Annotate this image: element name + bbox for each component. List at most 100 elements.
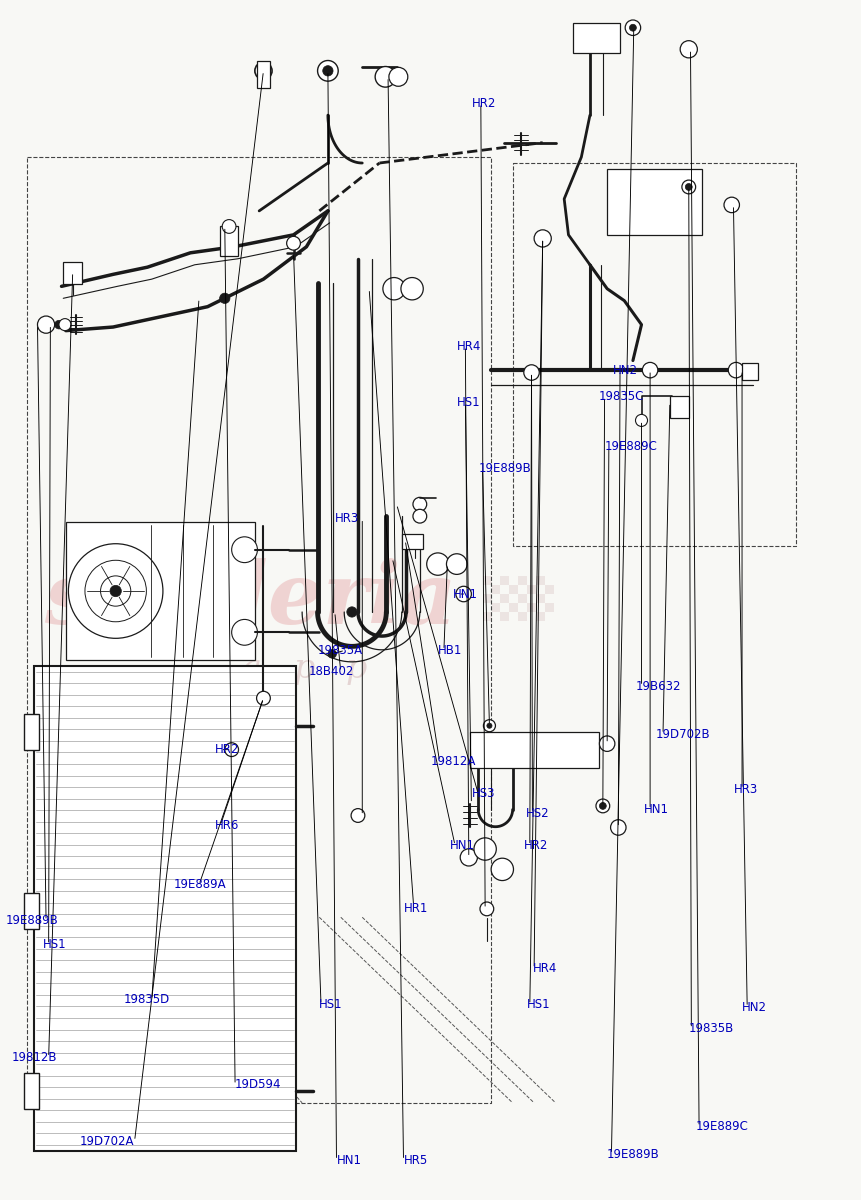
Bar — [517, 576, 527, 586]
Circle shape — [85, 560, 146, 622]
Circle shape — [101, 576, 131, 606]
Circle shape — [610, 820, 625, 835]
Text: 19812B: 19812B — [12, 1051, 57, 1064]
Text: HS3: HS3 — [472, 787, 495, 800]
Text: HS1: HS1 — [319, 998, 343, 1012]
Circle shape — [257, 691, 270, 706]
Text: HR3: HR3 — [733, 782, 757, 796]
Circle shape — [388, 67, 407, 86]
Text: HS1: HS1 — [42, 938, 66, 952]
Text: 19E889B: 19E889B — [606, 1148, 660, 1160]
Text: HR2: HR2 — [214, 743, 238, 756]
Text: 19E889A: 19E889A — [173, 878, 226, 892]
Bar — [63, 263, 82, 284]
Text: HB1: HB1 — [437, 643, 461, 656]
Text: HN1: HN1 — [452, 588, 477, 600]
Circle shape — [400, 277, 423, 300]
Circle shape — [375, 66, 395, 88]
Circle shape — [110, 586, 121, 596]
Text: HS2: HS2 — [525, 806, 548, 820]
Circle shape — [382, 277, 405, 300]
Bar — [509, 586, 517, 594]
Circle shape — [232, 536, 257, 563]
Circle shape — [474, 838, 496, 860]
Text: 18B402: 18B402 — [308, 665, 354, 678]
Circle shape — [728, 362, 743, 378]
Text: 19835D: 19835D — [123, 994, 170, 1007]
Circle shape — [595, 799, 609, 812]
Bar — [509, 602, 517, 612]
Text: p: p — [344, 653, 366, 685]
Text: 19E889C: 19E889C — [695, 1121, 747, 1133]
Bar — [545, 602, 554, 612]
Text: HN2: HN2 — [612, 364, 637, 377]
Bar — [482, 594, 491, 602]
Circle shape — [220, 293, 230, 304]
Bar — [572, 23, 619, 53]
Bar — [536, 576, 545, 586]
Bar — [65, 522, 255, 660]
Circle shape — [446, 553, 467, 575]
Circle shape — [255, 62, 272, 79]
Circle shape — [684, 184, 691, 191]
Circle shape — [222, 220, 236, 233]
Bar — [500, 612, 509, 620]
Bar — [606, 169, 701, 235]
Circle shape — [635, 414, 647, 426]
Circle shape — [412, 509, 426, 523]
Bar — [24, 714, 39, 750]
Text: 19B632: 19B632 — [635, 679, 680, 692]
Bar — [220, 227, 238, 257]
Text: 19835A: 19835A — [317, 643, 362, 656]
Bar — [491, 602, 500, 612]
Bar — [469, 732, 598, 768]
Circle shape — [327, 649, 336, 658]
Circle shape — [629, 24, 635, 31]
Circle shape — [317, 60, 338, 82]
Text: HR4: HR4 — [532, 962, 556, 976]
Circle shape — [54, 320, 63, 329]
Text: HR1: HR1 — [403, 902, 427, 916]
Bar — [491, 586, 500, 594]
Text: HR6: HR6 — [214, 818, 238, 832]
Bar — [482, 612, 491, 620]
Text: 19D702B: 19D702B — [655, 727, 710, 740]
Text: HR2: HR2 — [472, 97, 496, 109]
Circle shape — [534, 230, 551, 247]
Bar — [669, 396, 688, 418]
Circle shape — [59, 319, 71, 331]
Circle shape — [346, 607, 356, 617]
Circle shape — [232, 619, 257, 646]
Circle shape — [598, 803, 605, 809]
Circle shape — [460, 848, 477, 866]
Text: HR4: HR4 — [456, 340, 480, 353]
Circle shape — [412, 497, 426, 511]
Text: 19835B: 19835B — [688, 1022, 734, 1036]
Bar — [500, 594, 509, 602]
Bar — [482, 576, 491, 586]
Circle shape — [287, 236, 300, 250]
Text: HN2: HN2 — [741, 1001, 766, 1014]
Bar — [24, 893, 39, 929]
Circle shape — [225, 743, 238, 756]
Circle shape — [486, 724, 492, 728]
Bar — [34, 666, 296, 1151]
Bar — [24, 1073, 39, 1109]
Circle shape — [350, 809, 364, 822]
Text: HN1: HN1 — [643, 803, 668, 816]
Circle shape — [624, 20, 640, 36]
Text: HS1: HS1 — [456, 396, 480, 409]
Circle shape — [426, 553, 449, 575]
Circle shape — [483, 720, 495, 732]
Circle shape — [491, 858, 513, 881]
Circle shape — [641, 362, 657, 378]
Text: 19E889B: 19E889B — [478, 462, 530, 475]
Bar — [741, 362, 757, 379]
Text: HN1: HN1 — [449, 839, 474, 852]
Text: 19E889B: 19E889B — [6, 914, 59, 928]
Circle shape — [723, 197, 739, 212]
Bar — [257, 61, 270, 88]
Text: HR2: HR2 — [523, 839, 548, 852]
Bar — [527, 586, 536, 594]
Circle shape — [523, 365, 539, 380]
